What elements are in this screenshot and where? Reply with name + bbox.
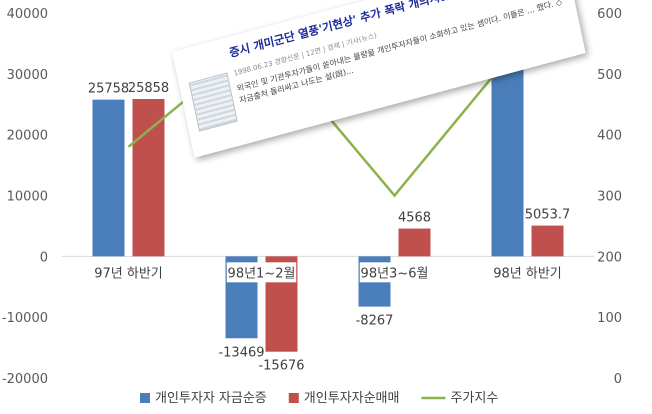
y-left-tick-label: 30000 <box>7 68 48 83</box>
category-labels: 97년 하반기 98년1~2월 98년3~6월 98년 하반기 <box>93 262 563 283</box>
category-label-bg <box>93 262 164 283</box>
y-left-tick-label: 0 <box>40 250 48 265</box>
y-axis-left: -20000 -10000 0 10000 20000 30000 40000 <box>2 7 48 387</box>
legend-label: 주가지수 <box>450 391 498 406</box>
bar-fund-increase <box>92 99 125 257</box>
category-label: 97년 하반기 <box>94 266 163 281</box>
y-right-tick-label: 500 <box>597 68 622 83</box>
bar-data-label: 25758 <box>88 82 129 97</box>
category-label: 98년3~6월 <box>361 266 429 281</box>
data-labels: 25758-13469-82673465625858-1567645685053… <box>88 28 570 374</box>
category-label-bg <box>359 262 430 283</box>
bar-data-label: 4568 <box>398 211 431 226</box>
y-right-tick-label: 300 <box>597 190 622 205</box>
bar-data-label: -8267 <box>356 314 394 329</box>
y-left-tick-label: -20000 <box>2 372 48 387</box>
legend-label: 개인투자자 자금순증 <box>155 391 267 406</box>
legend: 개인투자자 자금순증 개인투자자순매매 주가지수 <box>140 391 498 406</box>
bar-fund-increase <box>491 45 524 257</box>
newspaper-thumbnail <box>188 72 238 132</box>
category-label-bg <box>492 262 563 283</box>
legend-label: 개인투자자순매매 <box>304 391 400 406</box>
bar-net-trading <box>531 225 564 257</box>
y-left-tick-label: -10000 <box>2 311 48 326</box>
category-label-bg <box>226 262 297 283</box>
bar-data-label: -15676 <box>258 359 304 374</box>
y-left-tick-label: 10000 <box>7 190 48 205</box>
bar-data-label: 5053.7 <box>525 208 571 223</box>
y-left-tick-label: 20000 <box>7 129 48 144</box>
category-label: 98년1~2월 <box>228 266 296 281</box>
y-left-tick-label: 40000 <box>7 7 48 22</box>
y-right-tick-label: 100 <box>597 311 622 326</box>
y-right-tick-label: 0 <box>614 372 622 387</box>
bar-data-label: 25858 <box>128 81 169 96</box>
bar-net-trading <box>398 228 431 257</box>
y-right-tick-label: 600 <box>597 7 622 22</box>
y-axis-right: 0 100 200 300 400 500 600 <box>597 7 622 387</box>
y-right-tick-label: 200 <box>597 250 622 265</box>
legend-swatch <box>140 393 150 403</box>
y-right-tick-label: 400 <box>597 129 622 144</box>
bar-data-label: -13469 <box>218 345 264 360</box>
legend-swatch <box>288 393 299 403</box>
category-label: 98년 하반기 <box>493 266 562 281</box>
bar-net-trading <box>132 99 165 257</box>
